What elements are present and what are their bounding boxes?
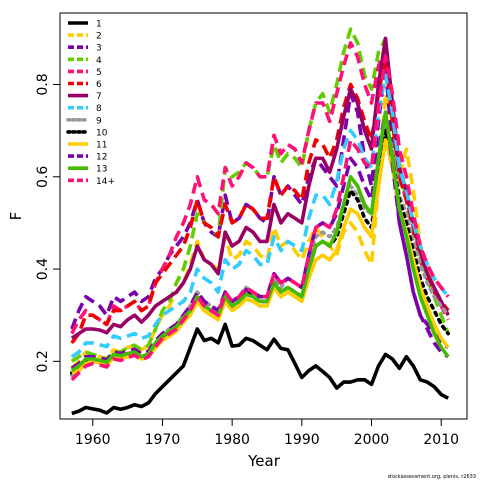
legend-label: 5: [96, 68, 102, 78]
legend-label: 8: [96, 104, 102, 114]
x-axis-title: Year: [247, 452, 281, 470]
legend-label: 6: [96, 80, 102, 90]
legend-label: 4: [96, 56, 102, 66]
x-axis: 1960 1970 1980 1990 2000 2010: [75, 419, 459, 448]
legend-label: 3: [96, 44, 102, 54]
legend-label: 7: [96, 92, 102, 102]
credit-text: stockassessment.org, plenis, r2633: [387, 474, 476, 480]
legend-label: 13: [96, 165, 107, 175]
series-line-age-7: [70, 36, 450, 340]
x-tick-label: 1970: [145, 432, 181, 448]
series-line-age-13: [70, 110, 450, 373]
legend-label: 12: [96, 153, 107, 163]
legend-label: 11: [96, 141, 107, 151]
legend-label: 1: [96, 20, 102, 30]
x-tick-label: 2010: [423, 432, 459, 448]
y-tick-label: 0.8: [35, 73, 51, 95]
y-axis: 0.2 0.4 0.6 0.8: [35, 73, 60, 372]
legend-label: 2: [96, 32, 102, 42]
legend-label: 14+: [96, 177, 115, 187]
x-tick-label: 1990: [284, 432, 320, 448]
series-layer: [70, 27, 451, 416]
series-line-age-1: [71, 322, 450, 416]
series-line-age-8: [70, 73, 450, 359]
legend-label: 9: [96, 116, 102, 126]
x-tick-label: 2000: [354, 432, 390, 448]
y-tick-label: 0.6: [35, 166, 51, 188]
legend-label: 10: [96, 128, 108, 138]
series-line-age-6: [70, 54, 450, 344]
y-tick-label: 0.4: [35, 258, 51, 280]
y-axis-title: F: [7, 212, 25, 221]
series-line-age-14plus: [70, 54, 450, 382]
series-line-age-3: [70, 64, 450, 350]
x-tick-label: 1960: [75, 432, 111, 448]
y-tick-label: 0.2: [35, 350, 51, 372]
plot-frame: [59, 12, 468, 420]
x-tick-label: 1980: [214, 432, 250, 448]
